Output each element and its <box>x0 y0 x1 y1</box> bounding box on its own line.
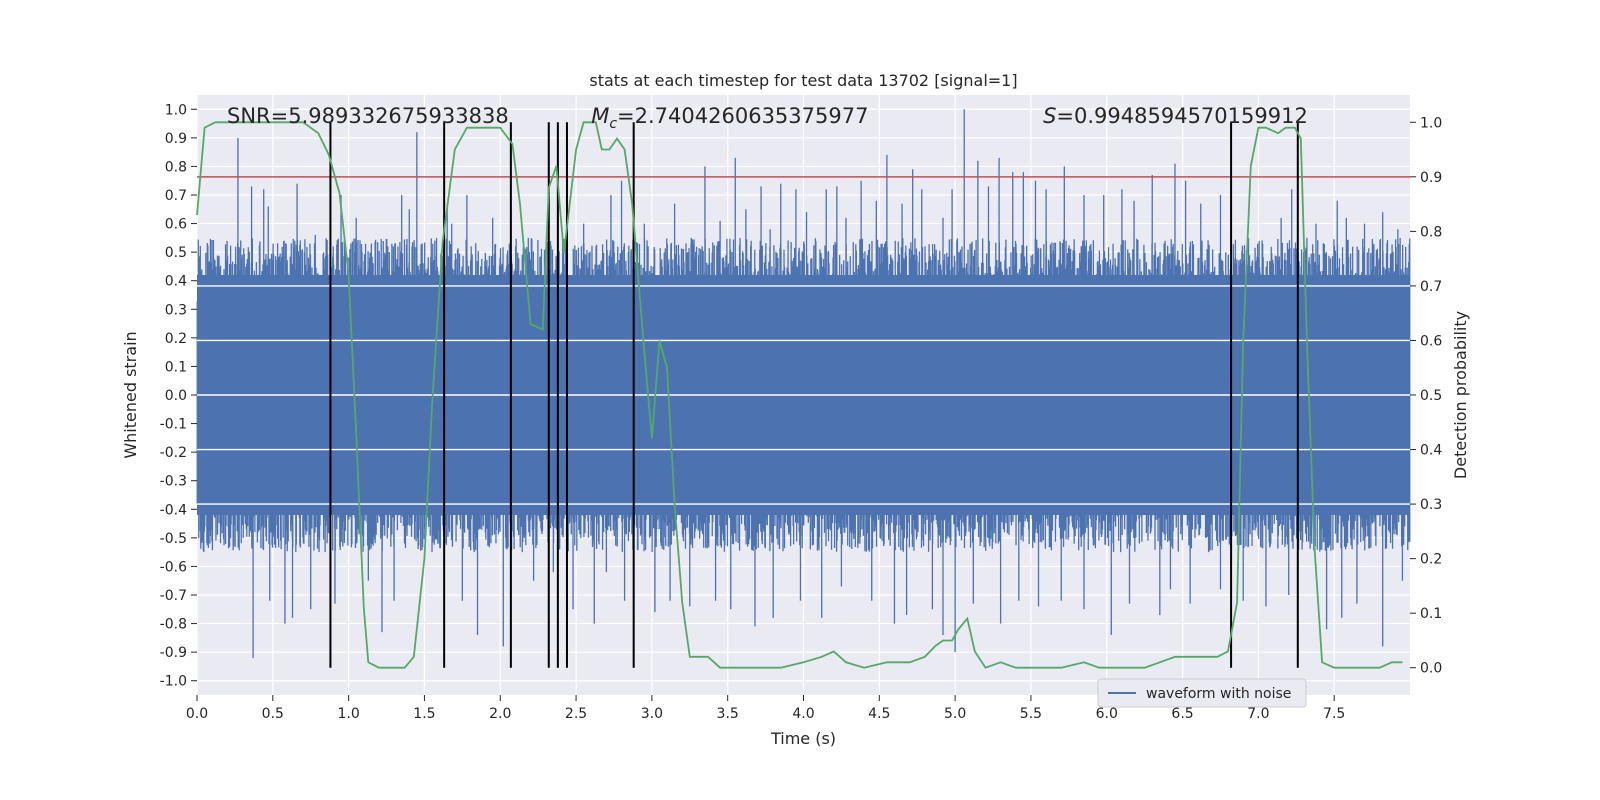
y-right-tick-label: 0.8 <box>1420 224 1442 240</box>
s-value: =0.9948594570159912 <box>1056 104 1307 128</box>
x-tick-label: 6.5 <box>1171 706 1193 722</box>
y-tick-label: -0.2 <box>160 445 187 461</box>
y-tick-label: -0.8 <box>160 617 187 633</box>
chirp-mass-subscript: c <box>609 116 617 132</box>
y-tick-label: 0.8 <box>165 159 187 175</box>
y-right-tick-label: 0.5 <box>1420 388 1442 404</box>
x-tick-label: 1.0 <box>337 706 359 722</box>
y-tick-label: -0.4 <box>160 502 187 518</box>
detection-probability-line <box>196 121 1403 669</box>
x-tick-label: 0.0 <box>186 706 208 722</box>
y-tick-label: 0.3 <box>165 302 187 318</box>
s-annotation: S=0.9948594570159912 <box>1043 104 1308 128</box>
x-tick-label: 2.5 <box>565 706 587 722</box>
x-tick-label: 3.0 <box>641 706 663 722</box>
y-tick-label: 0.5 <box>165 245 187 261</box>
y-right-axis-label: Detection probability <box>1451 311 1470 479</box>
legend-box <box>1097 678 1307 708</box>
x-tick-label: 0.5 <box>262 706 284 722</box>
y-tick-label: -0.1 <box>160 417 187 433</box>
x-tick-label: 6.0 <box>1096 706 1118 722</box>
y-tick-label: 0.1 <box>165 359 187 375</box>
y-axis-label: Whitened strain <box>121 331 140 458</box>
y-axis-ticks: 1.0 0.9 0.8 0.7 0.6 0.5 0.4 0.3 0.2 0.1 0.0 -0.1 -0.… <box>160 102 197 690</box>
y-right-tick-label: 0.7 <box>1420 279 1442 295</box>
x-tick-label: 4.0 <box>792 706 814 722</box>
x-tick-label: 4.5 <box>868 706 890 722</box>
y-tick-label: -0.9 <box>160 645 187 661</box>
y-tick-label: 1.0 <box>165 102 187 118</box>
y-tick-label: 0.0 <box>165 388 187 404</box>
y-tick-label: -0.7 <box>160 588 187 604</box>
x-axis-ticks: 0.0 0.5 1.0 1.5 2.0 2.5 3.0 3.5 4.0 4.5 5.0 5.5 6.0 6… <box>186 695 1345 722</box>
y-tick-label: 0.4 <box>165 274 187 290</box>
s-symbol: S <box>1043 104 1056 128</box>
y-tick-label: -0.5 <box>160 531 187 547</box>
y-tick-label: 0.7 <box>165 188 187 204</box>
y-right-tick-label: 0.1 <box>1420 606 1442 622</box>
y-tick-label: -0.3 <box>160 474 187 490</box>
y-right-tick-label: 0.6 <box>1420 333 1442 349</box>
y-tick-label: 0.6 <box>165 217 187 233</box>
x-tick-label: 1.5 <box>413 706 435 722</box>
y-right-tick-label: 1.0 <box>1420 115 1442 131</box>
y-right-tick-label: 0.0 <box>1420 661 1442 677</box>
y-right-tick-label: 0.9 <box>1420 170 1442 186</box>
chart-title: stats at each timestep for test data 137… <box>589 71 1017 90</box>
x-axis-label: Time (s) <box>770 729 836 748</box>
x-tick-label: 5.0 <box>944 706 966 722</box>
y-tick-label: 0.9 <box>165 131 187 147</box>
y-right-tick-label: 0.4 <box>1420 443 1442 459</box>
chirp-mass-symbol: M <box>591 104 609 128</box>
y-right-tick-label: 0.3 <box>1420 497 1442 513</box>
y-right-axis-ticks: 1.0 0.9 0.8 0.7 0.6 0.5 0.4 0.3 0.2 0.1 0.0 <box>1410 115 1442 677</box>
x-tick-label: 2.0 <box>489 706 511 722</box>
legend-label: waveform with noise <box>1146 686 1291 702</box>
x-tick-label: 7.0 <box>1247 706 1269 722</box>
chirp-mass-value: =2.7404260635375977 <box>617 104 868 128</box>
x-tick-label: 3.5 <box>717 706 739 722</box>
snr-annotation: SNR=5.989332675933838 <box>227 104 509 128</box>
y-tick-label: -0.6 <box>160 559 187 575</box>
y-tick-label: -1.0 <box>160 674 187 690</box>
y-tick-label: 0.2 <box>165 331 187 347</box>
legend: waveform with noise <box>1097 678 1307 708</box>
y-right-tick-label: 0.2 <box>1420 552 1442 568</box>
grid-overlay <box>197 285 1410 505</box>
chirp-mass-annotation: Mc=2.7404260635375977 <box>591 104 868 132</box>
x-tick-label: 7.5 <box>1323 706 1345 722</box>
x-tick-label: 5.5 <box>1020 706 1042 722</box>
